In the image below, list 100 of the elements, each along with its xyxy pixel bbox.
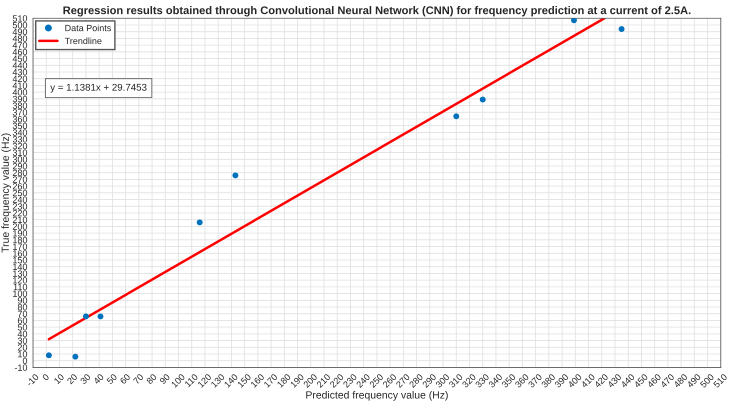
annotation: y = 1.1381x + 29.7453 <box>50 84 147 93</box>
point <box>480 96 486 102</box>
x-tick-label: 140 <box>224 373 238 388</box>
x-tick-label: 400 <box>567 373 582 388</box>
x-tick-label: 90 <box>159 373 170 384</box>
x-tick-label: 350 <box>501 373 516 388</box>
y-tick-label: 510 <box>12 15 28 22</box>
y-tick-label: 20 <box>18 344 28 351</box>
x-tick-label: 200 <box>302 373 318 388</box>
y-tick-label: 170 <box>13 244 28 250</box>
x-tick-label: 210 <box>316 373 331 388</box>
y-tick-label: 490 <box>12 28 28 36</box>
legend-label: Data Points <box>65 24 111 32</box>
x-tick-label: 60 <box>120 373 131 384</box>
y-tick-label: 480 <box>12 35 28 42</box>
x-tick-label: 70 <box>132 373 144 384</box>
x-tick-label: 20 <box>66 373 78 384</box>
y-tick-label: 160 <box>13 250 28 257</box>
x-tick-label: 230 <box>342 373 358 388</box>
x-tick-label: 50 <box>106 373 118 385</box>
x-tick-label: 340 <box>488 373 503 388</box>
x-axis-title: Predicted frequency value (Hz) <box>306 390 448 401</box>
point <box>72 354 78 360</box>
x-tick-label: 160 <box>250 373 265 388</box>
x-tick-label: 440 <box>620 373 635 388</box>
y-tick-label: 280 <box>12 170 28 176</box>
y-tick-label: 210 <box>12 216 28 224</box>
x-tick-label: 360 <box>514 373 530 388</box>
y-tick-label: 260 <box>12 183 28 190</box>
x-tick-label: 250 <box>369 373 384 388</box>
x-tick-label: 190 <box>290 373 304 388</box>
x-tick-label: 500 <box>700 373 714 388</box>
point <box>46 352 52 358</box>
x-tick-label: 510 <box>712 373 728 388</box>
x-tick-label: 270 <box>396 373 410 388</box>
y-tick-label: 350 <box>12 122 28 130</box>
x-tick-label: 410 <box>580 373 596 388</box>
x-tick-label: 370 <box>528 373 542 388</box>
y-tick-label: 380 <box>12 102 28 109</box>
y-tick-label: 200 <box>12 223 28 230</box>
y-tick-label: 60 <box>18 317 28 324</box>
point <box>82 313 89 320</box>
y-tick-label: 310 <box>12 150 28 156</box>
y-tick-label: 100 <box>13 290 28 297</box>
x-tick-label: 300 <box>435 373 450 388</box>
chart-title: Regression results obtained through Convolutional Neural Network (CNN) for frequency prediction at a current of 2.5A. <box>63 6 690 16</box>
y-tick-label: 90 <box>18 297 28 304</box>
x-tick-label: 260 <box>382 373 397 388</box>
y-tick-label: 300 <box>12 156 28 163</box>
y-tick-label: 430 <box>12 68 28 76</box>
y-tick-label: 0 <box>22 358 28 364</box>
y-tick-label: 290 <box>12 162 28 170</box>
x-tick-label: 80 <box>146 373 158 384</box>
y-tick-label: -10 <box>14 364 28 371</box>
point <box>618 26 625 32</box>
y-tick-label: 30 <box>18 338 28 344</box>
x-tick-label: 150 <box>237 373 252 388</box>
y-tick-label: 470 <box>12 42 28 48</box>
y-tick-label: 70 <box>18 310 28 318</box>
x-tick-label: 30 <box>80 373 91 385</box>
x-tick-label: 110 <box>184 373 198 388</box>
x-tick-label: 10 <box>54 373 64 384</box>
y-tick-label: 130 <box>13 270 28 277</box>
x-tick-label: 290 <box>422 373 437 388</box>
y-tick-label: 400 <box>12 89 28 96</box>
x-tick-label: 450 <box>633 373 648 388</box>
y-tick-label: 110 <box>14 284 28 290</box>
x-tick-label: 180 <box>276 373 292 388</box>
y-tick-label: 220 <box>12 210 28 216</box>
x-tick-label: 330 <box>474 373 490 388</box>
x-tick-label: 490 <box>686 373 702 388</box>
y-tick-label: 180 <box>13 236 28 244</box>
point <box>98 313 104 320</box>
x-tick-label: 100 <box>170 373 186 388</box>
y-tick-label: 40 <box>18 330 28 338</box>
point <box>232 172 238 178</box>
x-tick-label: 280 <box>408 373 424 388</box>
x-tick-label: 0 <box>42 373 50 381</box>
y-tick-label: 140 <box>13 264 28 270</box>
y-tick-label: 190 <box>13 230 28 236</box>
x-tick-label: 40 <box>92 373 104 385</box>
y-tick-label: 420 <box>12 76 28 82</box>
y-tick-label: 80 <box>18 304 28 310</box>
y-tick-label: 50 <box>18 324 28 330</box>
x-tick-label: 380 <box>540 373 556 388</box>
y-tick-label: 150 <box>13 256 28 264</box>
x-tick-label: 240 <box>356 373 370 388</box>
y-tick-label: 250 <box>12 190 28 196</box>
legend-label: Trendline <box>64 38 102 44</box>
y-tick-label: 410 <box>12 82 28 89</box>
y-tick-label: 450 <box>12 56 28 62</box>
y-tick-label: 370 <box>12 109 28 116</box>
point <box>196 219 203 226</box>
x-tick-label: 220 <box>329 373 344 388</box>
point <box>453 113 460 120</box>
x-tick-label: 320 <box>462 373 476 388</box>
x-tick-label: 480 <box>673 373 688 388</box>
y-tick-label: 460 <box>12 48 28 56</box>
x-tick-label: 120 <box>197 373 212 388</box>
y-tick-label: 440 <box>12 62 28 69</box>
